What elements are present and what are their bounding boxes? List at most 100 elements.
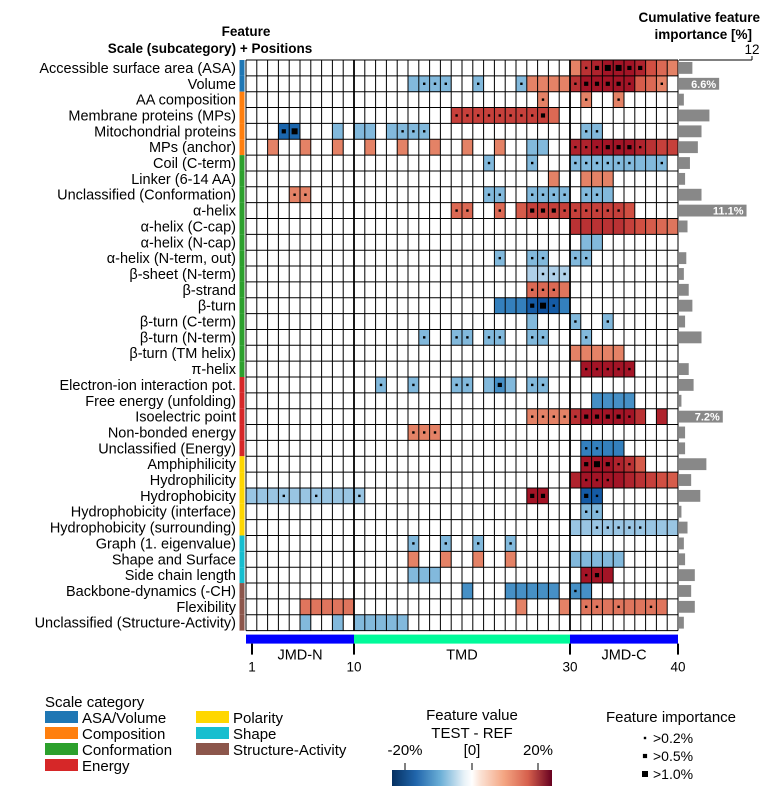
heatmap-cell <box>516 202 527 219</box>
importance-marker <box>595 367 599 371</box>
importance-marker <box>291 128 298 135</box>
importance-marker <box>540 493 546 498</box>
heatmap-cell <box>559 75 570 92</box>
legend-value-title1: Feature value <box>426 707 518 724</box>
heatmap-cell <box>397 614 408 631</box>
importance-bar <box>679 62 693 74</box>
heatmap-cell <box>267 487 279 504</box>
heatmap-cell <box>526 266 538 282</box>
importance-marker <box>498 256 501 260</box>
importance-bar <box>679 172 686 185</box>
importance-marker <box>563 415 566 418</box>
category-bar <box>239 361 245 377</box>
importance-marker <box>606 161 609 165</box>
row-label: Coil (C-term) <box>153 156 236 172</box>
heatmap-cell <box>505 377 516 393</box>
importance-marker <box>585 447 588 450</box>
category-bar <box>239 408 245 425</box>
heatmap-cell <box>397 139 408 156</box>
row-label: β-turn <box>198 299 236 315</box>
heatmap-cell <box>570 519 581 536</box>
heatmap-cell <box>343 598 354 615</box>
heatmap-cell <box>462 583 473 599</box>
importance-bar <box>679 204 747 217</box>
category-bar <box>239 424 245 441</box>
importance-marker <box>455 336 458 339</box>
importance-marker <box>574 161 577 165</box>
importance-marker <box>358 494 361 498</box>
importance-marker <box>574 415 577 418</box>
heatmap-cell <box>570 218 581 235</box>
heatmap-cell <box>472 551 484 568</box>
heatmap-cell <box>418 567 430 584</box>
importance-bar <box>679 93 684 106</box>
importance-marker <box>594 81 600 86</box>
heatmap-cell <box>613 472 624 488</box>
importance-marker <box>585 256 588 260</box>
category-bar <box>239 614 245 631</box>
importance-marker <box>628 415 631 418</box>
category-bar <box>239 487 245 504</box>
heatmap-cell <box>624 598 635 615</box>
importance-bar <box>679 141 698 154</box>
importance-bar <box>679 569 695 582</box>
importance-marker <box>605 462 610 467</box>
heatmap-cell <box>267 139 279 156</box>
heatmap-cell <box>494 139 506 156</box>
importance-marker <box>552 193 555 196</box>
row-label: Accessible surface area (ASA) <box>39 61 236 77</box>
row-label: β-sheet (N-term) <box>129 267 236 283</box>
importance-marker <box>315 494 318 498</box>
heatmap-cell <box>429 567 441 584</box>
header-importance-line1: Cumulative feature <box>638 10 760 25</box>
heatmap-cell <box>667 139 678 156</box>
heatmap-cell <box>570 472 581 488</box>
importance-marker <box>627 145 632 150</box>
heatmap-cell <box>656 218 668 235</box>
heatmap-grid <box>245 59 679 632</box>
heatmap-cell <box>613 218 624 235</box>
heatmap-cell <box>559 297 570 314</box>
row-label: Free energy (unfolding) <box>85 394 236 410</box>
importance-marker <box>401 130 404 133</box>
legend-swatch <box>45 743 78 755</box>
importance-marker <box>412 431 415 434</box>
heatmap-cell <box>645 75 657 92</box>
importance-marker <box>551 208 556 213</box>
heatmap-cell <box>300 487 311 504</box>
importance-marker <box>455 209 458 212</box>
importance-bar <box>679 252 687 265</box>
importance-marker <box>595 130 599 133</box>
category-bar <box>239 345 245 362</box>
category-bar <box>239 91 245 108</box>
heatmap-cell <box>570 551 581 568</box>
importance-marker <box>531 193 534 196</box>
importance-marker <box>487 193 491 196</box>
importance-marker <box>606 526 609 529</box>
importance-marker <box>466 209 469 212</box>
row-label: Flexibility <box>176 600 236 616</box>
importance-bar <box>679 474 692 486</box>
heatmap-cell <box>580 234 592 251</box>
heatmap-cell <box>375 614 387 631</box>
importance-marker <box>466 114 469 117</box>
importance-bar <box>679 363 689 375</box>
heatmap-cell <box>580 345 592 362</box>
importance-bar <box>679 426 686 439</box>
category-bar <box>239 297 245 314</box>
row-label: Hydrophobicity (interface) <box>71 505 236 521</box>
part-label: JMD-N <box>277 648 322 664</box>
heatmap-cell <box>645 218 657 235</box>
importance-marker <box>584 414 589 419</box>
heatmap-cell <box>656 408 668 425</box>
heatmap-cell <box>408 75 419 92</box>
legend-importance-label: >0.5% <box>653 748 693 764</box>
heatmap-cell <box>634 598 646 615</box>
row-label: Amphiphilicity <box>147 457 236 473</box>
importance-bar <box>679 379 694 391</box>
row-label: β-turn (TM helix) <box>129 346 236 362</box>
importance-bar <box>679 410 723 423</box>
heatmap-cell <box>656 139 668 156</box>
heatmap-cell <box>483 377 495 393</box>
